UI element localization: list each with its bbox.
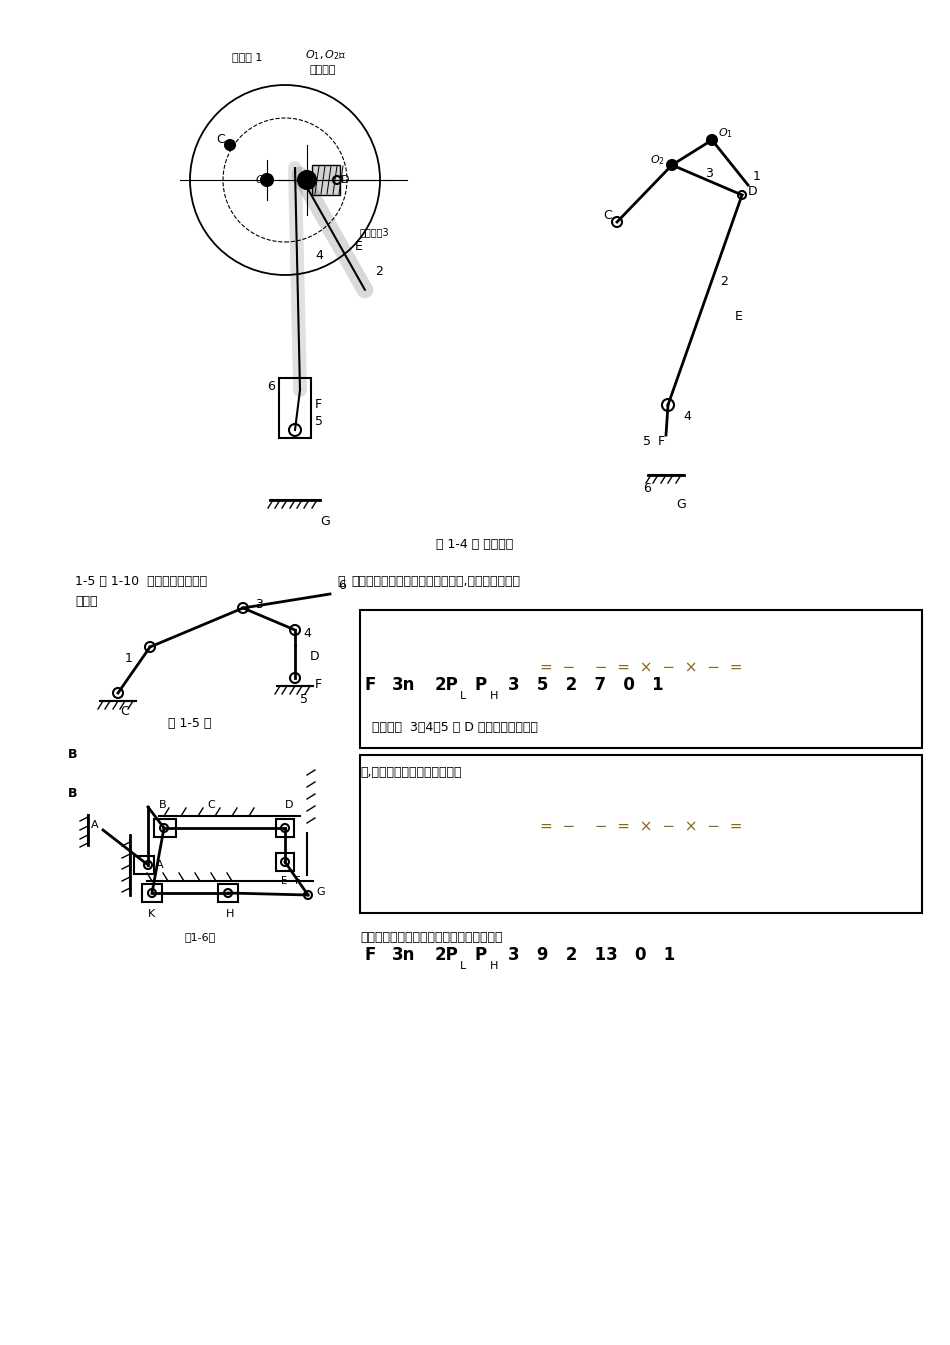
Text: 固定轴心: 固定轴心 xyxy=(310,65,336,75)
Text: G: G xyxy=(676,498,686,511)
Text: P: P xyxy=(475,677,487,694)
Text: 3: 3 xyxy=(255,599,263,611)
Text: L: L xyxy=(460,960,466,971)
Text: B: B xyxy=(68,787,78,800)
Text: 2: 2 xyxy=(720,274,728,288)
Text: H: H xyxy=(490,960,499,971)
Text: 3   9   2   13   0   1: 3 9 2 13 0 1 xyxy=(508,946,675,964)
Text: A: A xyxy=(156,859,163,870)
Text: F: F xyxy=(295,876,300,886)
Text: D: D xyxy=(310,650,319,663)
Text: 6: 6 xyxy=(643,482,651,495)
Text: H: H xyxy=(490,691,499,701)
Text: 6: 6 xyxy=(267,381,275,393)
Text: 中: 中 xyxy=(337,576,345,588)
Text: 3n: 3n xyxy=(392,677,415,694)
Text: 链,没有局部自由度和虚约束。: 链,没有局部自由度和虚约束。 xyxy=(360,767,462,779)
Text: $O_1$: $O_1$ xyxy=(718,126,733,140)
Text: 题1-6图: 题1-6图 xyxy=(184,932,216,941)
Text: 1-5 至 1-10  指出机构运动简图: 1-5 至 1-10 指出机构运动简图 xyxy=(75,576,207,588)
Text: B: B xyxy=(68,748,78,761)
Text: 5: 5 xyxy=(300,693,308,706)
Text: =  −    −  =  ×  −  ×  −  =: = − − = × − × − = xyxy=(540,819,742,834)
Text: 5: 5 xyxy=(643,434,651,448)
Text: $O_2$: $O_2$ xyxy=(650,153,665,167)
Text: 题 1-5 图: 题 1-5 图 xyxy=(168,717,212,730)
Text: 2P: 2P xyxy=(435,946,459,964)
Bar xyxy=(134,855,154,874)
Bar xyxy=(312,165,340,195)
Text: =  −    −  =  ×  −  ×  −  =: = − − = × − × − = xyxy=(540,660,742,675)
Text: F: F xyxy=(658,434,665,448)
Text: F: F xyxy=(365,946,376,964)
Text: 3n: 3n xyxy=(392,946,415,964)
Text: D: D xyxy=(285,800,294,810)
Text: 5: 5 xyxy=(315,416,323,428)
Circle shape xyxy=(667,160,677,169)
Text: 的复合铰链、局部自由度和虚约束,并计算各机构的: 的复合铰链、局部自由度和虚约束,并计算各机构的 xyxy=(351,576,520,588)
Bar xyxy=(218,884,238,902)
Text: P: P xyxy=(475,946,487,964)
Text: $O_1,O_2$为: $O_1,O_2$为 xyxy=(305,48,347,62)
Text: D: D xyxy=(341,175,350,186)
Bar xyxy=(360,611,922,748)
Bar xyxy=(279,378,311,438)
Circle shape xyxy=(261,174,273,186)
Text: B: B xyxy=(159,800,166,810)
Bar xyxy=(360,755,922,913)
Text: $O_1$: $O_1$ xyxy=(298,174,312,187)
Text: 1: 1 xyxy=(125,652,133,664)
Text: F: F xyxy=(315,398,322,412)
Text: 2P: 2P xyxy=(435,677,459,694)
Text: E: E xyxy=(355,239,363,253)
Text: 同一构件3: 同一构件3 xyxy=(360,227,390,237)
Text: 解：构件  3、4、5 在 D 处形成一个复合铰: 解：构件 3、4、5 在 D 处形成一个复合铰 xyxy=(372,721,538,734)
Text: 题 1-4 图 冲压机构: 题 1-4 图 冲压机构 xyxy=(436,538,514,551)
Text: E: E xyxy=(281,876,287,886)
Bar xyxy=(276,819,294,837)
Text: K: K xyxy=(148,909,155,919)
Text: 2: 2 xyxy=(375,265,383,278)
Text: 1: 1 xyxy=(753,169,761,183)
Text: 4: 4 xyxy=(683,410,691,422)
Text: 自由度: 自由度 xyxy=(75,594,98,608)
Circle shape xyxy=(707,134,717,145)
Text: 解：没有复合铰链、局部自由度和虚约束。: 解：没有复合铰链、局部自由度和虚约束。 xyxy=(360,931,503,944)
Text: C: C xyxy=(603,208,612,222)
Text: F: F xyxy=(315,678,322,691)
Text: C: C xyxy=(120,705,129,718)
Text: 原动件 1: 原动件 1 xyxy=(232,52,262,62)
Text: 4: 4 xyxy=(315,249,323,262)
Text: 3   5   2   7   0   1: 3 5 2 7 0 1 xyxy=(508,677,664,694)
Text: C: C xyxy=(216,133,225,147)
Text: $O$: $O$ xyxy=(255,174,265,186)
Text: L: L xyxy=(460,691,466,701)
Text: G: G xyxy=(316,886,325,897)
Text: C: C xyxy=(207,800,215,810)
Bar xyxy=(276,853,294,872)
Text: G: G xyxy=(320,515,330,529)
Text: D: D xyxy=(748,186,758,198)
Text: 4: 4 xyxy=(303,627,311,640)
Text: H: H xyxy=(226,909,235,919)
Text: 6: 6 xyxy=(338,578,346,592)
Bar xyxy=(142,884,162,902)
Text: E: E xyxy=(735,309,743,323)
Text: 3: 3 xyxy=(705,167,712,180)
Bar xyxy=(154,819,176,837)
Text: A: A xyxy=(91,820,99,830)
Text: F: F xyxy=(365,677,376,694)
Circle shape xyxy=(298,171,316,190)
Circle shape xyxy=(225,140,235,151)
